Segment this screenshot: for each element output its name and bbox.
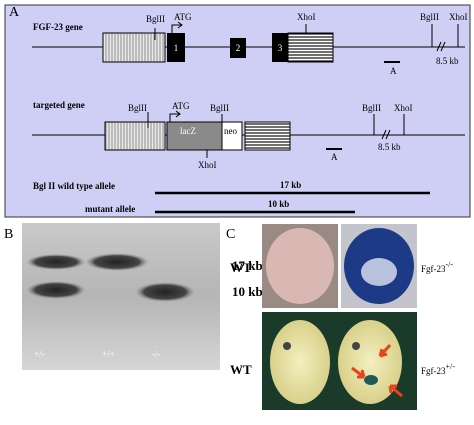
- cassette-label: neo: [224, 126, 237, 136]
- site-label: BglII: [128, 103, 147, 113]
- band: [26, 281, 86, 299]
- allele-size: 17 kb: [280, 180, 301, 190]
- site-label: BglII: [210, 103, 229, 113]
- lane-label: +/+: [102, 349, 115, 359]
- panel-label: C: [226, 227, 235, 242]
- upstream-region: [104, 121, 166, 151]
- allele-label: Bgl II wild type allele: [33, 181, 115, 191]
- panel-label: A: [9, 5, 20, 20]
- exon-label: 2: [236, 43, 241, 53]
- stain: [361, 258, 397, 286]
- lane-label: -/-: [152, 349, 161, 359]
- band-size: 10 kb: [232, 284, 263, 299]
- embryo: [270, 320, 330, 404]
- distance-label: 8.5 kb: [436, 56, 459, 66]
- embryo: [338, 320, 402, 404]
- utr-region: [244, 121, 291, 151]
- gene-name: Fgf-23: [421, 366, 446, 376]
- site-label: ATG: [172, 101, 190, 111]
- site-label: XhoI: [449, 12, 468, 22]
- neo-box: [221, 121, 243, 151]
- cassette-label: lacZ: [180, 126, 196, 136]
- probe-label: A: [331, 152, 338, 162]
- probe-label: A: [390, 66, 397, 76]
- exon: [230, 38, 246, 58]
- southern-blot: +/- +/+ -/-: [22, 223, 220, 370]
- exon-label: 1: [174, 43, 179, 53]
- arrow: [378, 343, 392, 358]
- site-label: XhoI: [198, 160, 217, 170]
- break-mark: [436, 41, 446, 52]
- site-label: XhoI: [297, 12, 316, 22]
- band: [135, 282, 195, 302]
- genotype-label: WT: [230, 362, 252, 377]
- band: [85, 253, 149, 271]
- exon-label: 3: [278, 43, 283, 53]
- targeted-map: targeted gene lacZ neo BglII ATG BglII X…: [32, 100, 465, 170]
- site-label: BglII: [146, 14, 165, 24]
- band: [26, 254, 86, 270]
- gene-name: Fgf-23: [421, 264, 446, 274]
- exon: [272, 33, 288, 62]
- atg-arrow: [171, 21, 183, 33]
- exon: [167, 33, 185, 62]
- site-label: BglII: [420, 12, 439, 22]
- utr-region: [287, 32, 334, 63]
- arrow: [351, 366, 366, 379]
- band-size: 17 kb: [232, 258, 263, 273]
- head: [266, 228, 334, 304]
- gene-map: FGF-23 gene 1 2 3 BglII ATG XhoI BglII X…: [32, 12, 468, 76]
- site-label: BglII: [362, 103, 381, 113]
- stain: [364, 375, 378, 385]
- site-label: XhoI: [394, 103, 413, 113]
- genotype-label: WT: [230, 260, 252, 275]
- genotype-sup: +/-: [446, 362, 456, 371]
- atg-arrow: [169, 110, 181, 122]
- eye: [352, 342, 360, 350]
- allele-size: 10 kb: [268, 199, 289, 209]
- targeted-label: targeted gene: [33, 100, 85, 110]
- upstream-region: [102, 32, 166, 63]
- genotype-label: Fgf-23+/-: [421, 362, 455, 376]
- panel-label: B: [4, 227, 13, 242]
- allele-label: mutant allele: [85, 204, 135, 214]
- distance-label: 8.5 kb: [378, 142, 401, 152]
- break-mark: [381, 129, 391, 140]
- lane-label: +/-: [34, 349, 45, 359]
- genotype-sup: -/-: [446, 260, 454, 269]
- site-label: ATG: [174, 12, 192, 22]
- embryo-photos: [262, 224, 417, 410]
- genotype-label: Fgf-23-/-: [421, 260, 453, 274]
- arrow: [388, 384, 403, 398]
- alleles: Bgl II wild type allele 17 kb mutant all…: [33, 180, 430, 214]
- eye: [283, 342, 291, 350]
- gene-label: FGF-23 gene: [33, 22, 83, 32]
